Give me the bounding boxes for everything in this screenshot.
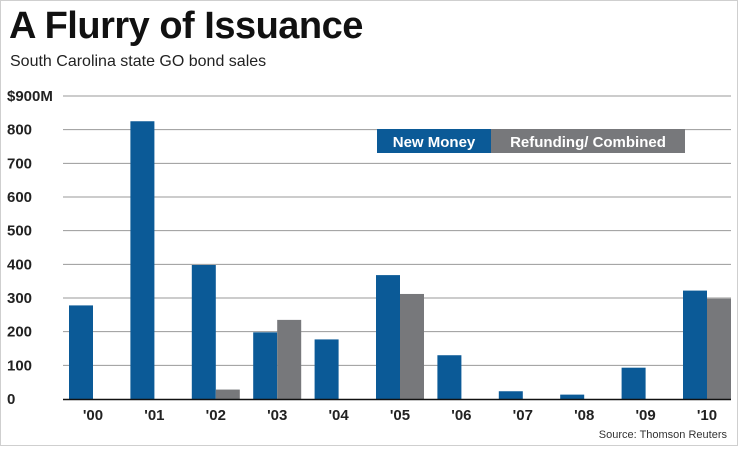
bar-new-money bbox=[191, 265, 216, 399]
y-tick-label: $900M bbox=[7, 88, 53, 105]
bar-new-money bbox=[498, 391, 523, 399]
y-tick-label: 800 bbox=[7, 122, 32, 139]
x-tick-label: '02 bbox=[206, 407, 226, 424]
y-tick-label: 500 bbox=[7, 223, 32, 240]
bar-new-money bbox=[314, 339, 339, 399]
x-tick-label: '06 bbox=[451, 407, 471, 424]
bar-new-money bbox=[376, 275, 400, 399]
bar-new-money bbox=[69, 305, 93, 399]
bar-refunding bbox=[277, 319, 302, 399]
y-tick-label: 600 bbox=[7, 189, 32, 206]
y-tick-label: 100 bbox=[7, 357, 32, 374]
bar-refunding bbox=[707, 298, 731, 399]
chart-title: A Flurry of Issuance bbox=[9, 5, 363, 47]
x-tick-label: '00 bbox=[83, 407, 103, 424]
legend-new-money-label: New Money bbox=[393, 134, 476, 151]
x-tick-label: '09 bbox=[635, 407, 655, 424]
bar-refunding bbox=[215, 389, 240, 399]
legend-refunding-swatch bbox=[491, 129, 685, 153]
x-tick-label: '05 bbox=[390, 407, 410, 424]
y-tick-label: 200 bbox=[7, 324, 32, 341]
x-tick-label: '01 bbox=[144, 407, 164, 424]
y-tick-label: 300 bbox=[7, 290, 32, 307]
x-tick-label: '07 bbox=[513, 407, 533, 424]
x-tick-label: '04 bbox=[328, 407, 349, 424]
x-tick-label: '03 bbox=[267, 407, 287, 424]
bar-new-money bbox=[130, 121, 155, 399]
y-tick-label: 0 bbox=[7, 391, 15, 408]
bar-new-money bbox=[437, 355, 462, 399]
y-tick-label: 400 bbox=[7, 256, 32, 273]
bar-new-money bbox=[253, 332, 278, 399]
bar-refunding bbox=[400, 293, 424, 399]
bar-new-money bbox=[621, 367, 646, 399]
source-note: Source: Thomson Reuters bbox=[598, 429, 727, 441]
bar-new-money bbox=[683, 290, 707, 399]
x-tick-label: '10 bbox=[697, 407, 717, 424]
chart-subtitle: South Carolina state GO bond sales bbox=[10, 53, 267, 70]
bar-new-money bbox=[560, 394, 585, 399]
legend-refunding-label: Refunding/ Combined bbox=[510, 134, 666, 151]
x-tick-label: '08 bbox=[574, 407, 594, 424]
y-tick-label: 700 bbox=[7, 155, 32, 172]
legend-new-money-swatch bbox=[377, 129, 491, 153]
